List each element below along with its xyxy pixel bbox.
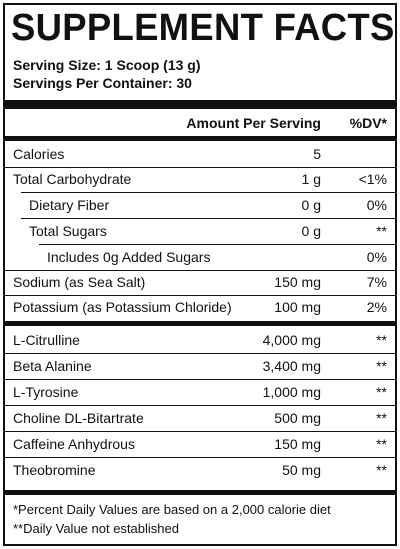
nutrient-name: Total Sugars (29, 223, 107, 239)
ingredient-name: L-Tyrosine (13, 384, 79, 400)
nutrient-dv: 2% (366, 299, 387, 315)
nutrient-amount: 150 mg (274, 274, 321, 290)
nutrient-name: Calories (13, 146, 65, 162)
nutrient-row-potassium: Potassium (as Potassium Chloride) 100 mg… (5, 296, 395, 320)
nutrient-name: Sodium (as Sea Salt) (13, 274, 146, 290)
ingredient-row-beta-alanine: Beta Alanine 3,400 mg ** (5, 355, 395, 379)
amount-per-serving-header: Amount Per Serving (186, 115, 321, 131)
nutrient-amount: 0 g (301, 223, 321, 239)
nutrient-name: Includes 0g Added Sugars (47, 249, 211, 265)
ingredient-dv: ** (376, 462, 387, 478)
row-divider (5, 295, 395, 296)
nutrient-amount: 0 g (301, 197, 321, 213)
row-divider (5, 431, 395, 432)
ingredient-name: L-Citrulline (13, 332, 80, 348)
section-thick-rule (5, 321, 395, 326)
row-divider (5, 167, 395, 168)
nutrient-dv: 7% (366, 274, 387, 290)
ingredient-row-l-citrulline: L-Citrulline 4,000 mg ** (5, 329, 395, 353)
footnote-dv-not-established: **Daily Value not established (13, 521, 179, 536)
servings-per-container: Servings Per Container: 30 (13, 75, 192, 91)
ingredient-amount: 150 mg (274, 436, 321, 452)
ingredient-row-choline: Choline DL-Bitartrate 500 mg ** (5, 407, 395, 431)
row-divider (5, 270, 395, 271)
nutrient-dv: 0% (366, 249, 387, 265)
ingredient-amount: 50 mg (282, 462, 321, 478)
row-divider (39, 244, 395, 245)
ingredient-amount: 3,400 mg (262, 358, 321, 374)
nutrient-row-calories: Calories 5 (5, 143, 395, 167)
daily-value-header: %DV* (349, 115, 387, 131)
ingredient-name: Beta Alanine (13, 358, 92, 374)
nutrient-row-added-sugars: Includes 0g Added Sugars 0% (5, 246, 395, 270)
footer-thick-rule (5, 490, 395, 495)
ingredient-dv: ** (376, 358, 387, 374)
ingredient-dv: ** (376, 410, 387, 426)
ingredient-row-theobromine: Theobromine 50 mg ** (5, 459, 395, 483)
nutrient-name: Potassium (as Potassium Chloride) (13, 299, 232, 315)
nutrient-dv: ** (376, 223, 387, 239)
ingredient-name: Theobromine (13, 462, 96, 478)
ingredient-amount: 4,000 mg (262, 332, 321, 348)
nutrient-row-dietary-fiber: Dietary Fiber 0 g 0% (5, 194, 395, 218)
row-divider (5, 405, 395, 406)
footnote-percent-dv: *Percent Daily Values are based on a 2,0… (13, 502, 331, 517)
top-thick-rule (5, 100, 395, 109)
nutrient-name: Dietary Fiber (29, 197, 110, 213)
row-divider (5, 353, 395, 354)
ingredient-name: Choline DL-Bitartrate (13, 410, 144, 426)
serving-size: Serving Size: 1 Scoop (13 g) (13, 57, 201, 73)
nutrient-dv: <1% (358, 171, 387, 187)
ingredient-dv: ** (376, 384, 387, 400)
supplement-facts-panel: SUPPLEMENT FACTS Serving Size: 1 Scoop (… (3, 3, 397, 546)
nutrient-row-sodium: Sodium (as Sea Salt) 150 mg 7% (5, 271, 395, 295)
nutrient-row-total-carbohydrate: Total Carbohydrate 1 g <1% (5, 168, 395, 192)
header-thick-rule (5, 136, 395, 141)
nutrient-dv: 0% (366, 197, 387, 213)
row-divider (5, 457, 395, 458)
ingredient-amount: 500 mg (274, 410, 321, 426)
ingredient-row-l-tyrosine: L-Tyrosine 1,000 mg ** (5, 381, 395, 405)
row-divider (21, 192, 395, 193)
ingredient-dv: ** (376, 332, 387, 348)
ingredient-row-caffeine: Caffeine Anhydrous 150 mg ** (5, 433, 395, 457)
nutrient-amount: 1 g (301, 171, 321, 187)
ingredient-dv: ** (376, 436, 387, 452)
row-divider (5, 379, 395, 380)
panel-title: SUPPLEMENT FACTS (11, 7, 395, 49)
nutrient-amount: 100 mg (274, 299, 321, 315)
nutrient-amount: 5 (313, 146, 321, 162)
ingredient-amount: 1,000 mg (262, 384, 321, 400)
nutrient-row-total-sugars: Total Sugars 0 g ** (5, 220, 395, 244)
ingredient-name: Caffeine Anhydrous (13, 436, 135, 452)
nutrient-name: Total Carbohydrate (13, 171, 132, 187)
row-divider (21, 218, 395, 219)
